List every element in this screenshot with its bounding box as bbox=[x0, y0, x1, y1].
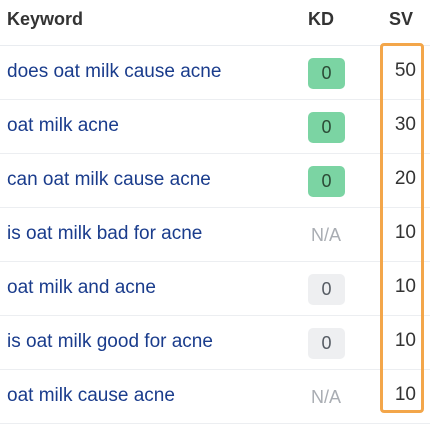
kd-badge: 0 bbox=[308, 58, 345, 89]
table-row: does oat milk cause acne 0 50 bbox=[0, 46, 430, 100]
sv-value: 30 bbox=[394, 114, 416, 135]
table-row: can oat milk cause acne 0 20 bbox=[0, 154, 430, 208]
sv-value: 10 bbox=[394, 330, 416, 351]
sv-value: 50 bbox=[394, 60, 416, 81]
keyword-link[interactable]: is oat milk bad for acne bbox=[7, 223, 203, 244]
kd-badge: 0 bbox=[308, 166, 345, 197]
table-row: is oat milk good for acne 0 10 bbox=[0, 316, 430, 370]
table-row: oat milk cause acne N/A 10 bbox=[0, 370, 430, 424]
column-header-kd[interactable]: KD bbox=[308, 9, 334, 29]
table-row: oat milk and acne 0 10 bbox=[0, 262, 430, 316]
keyword-link[interactable]: is oat milk good for acne bbox=[7, 331, 213, 352]
kd-not-available: N/A bbox=[310, 225, 341, 245]
sv-value: 10 bbox=[394, 276, 416, 297]
column-header-keyword[interactable]: Keyword bbox=[7, 9, 84, 29]
kd-badge: 0 bbox=[308, 328, 345, 359]
keyword-link[interactable]: does oat milk cause acne bbox=[7, 61, 222, 82]
sv-value: 20 bbox=[394, 168, 416, 189]
kd-badge: 0 bbox=[308, 112, 345, 143]
table-header: Keyword KD SV bbox=[0, 0, 430, 46]
table-row: oat milk acne 0 30 bbox=[0, 100, 430, 154]
keyword-link[interactable]: oat milk cause acne bbox=[7, 385, 175, 406]
table-row: is oat milk bad for acne N/A 10 bbox=[0, 208, 430, 262]
keyword-link[interactable]: oat milk acne bbox=[7, 115, 119, 136]
keyword-link[interactable]: can oat milk cause acne bbox=[7, 169, 211, 190]
sv-value: 10 bbox=[394, 384, 416, 405]
column-header-sv[interactable]: SV bbox=[389, 9, 414, 29]
sv-value: 10 bbox=[394, 222, 416, 243]
kd-not-available: N/A bbox=[310, 387, 341, 407]
kd-badge: 0 bbox=[308, 274, 345, 305]
keyword-link[interactable]: oat milk and acne bbox=[7, 277, 156, 298]
